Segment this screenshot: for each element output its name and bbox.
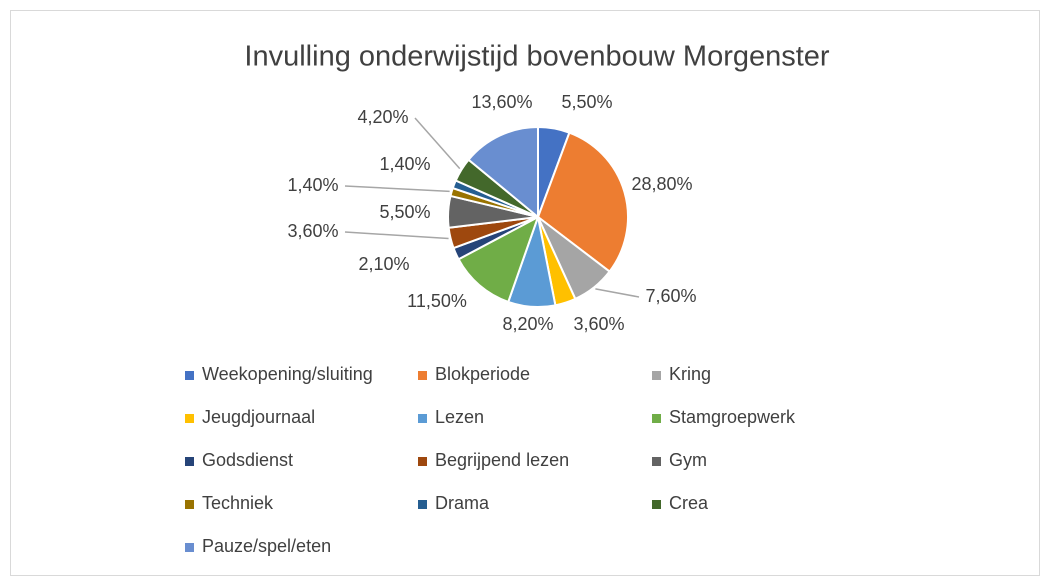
legend-swatch [185,457,194,466]
legend-label: Techniek [202,493,274,513]
legend-swatch [652,414,661,423]
legend-swatch [418,500,427,509]
data-label: 28,80% [631,174,692,194]
legend-swatch [418,371,427,380]
legend-swatch [185,500,194,509]
data-label: 13,60% [471,92,532,112]
data-label: 5,50% [561,92,612,112]
legend-swatch [185,371,194,380]
chart-title: Invulling onderwijstijd bovenbouw Morgen… [244,41,829,73]
leader-line [344,185,450,193]
legend-swatch [185,543,194,552]
data-label: 1,40% [287,175,338,195]
legend-label: Jeugdjournaal [202,407,315,427]
legend-label: Crea [669,493,709,513]
data-label: 7,60% [645,286,696,306]
legend-swatch [652,457,661,466]
legend-swatch [652,371,661,380]
legend-label: Blokperiode [435,364,530,384]
leader-line [595,288,640,298]
data-label: 5,50% [379,202,430,222]
legend-swatch [652,500,661,509]
legend-label: Drama [435,493,490,513]
data-label: 1,40% [379,154,430,174]
legend-swatch [185,414,194,423]
legend-label: Stamgroepwerk [669,407,796,427]
legend-label: Begrijpend lezen [435,450,569,470]
data-label: 3,60% [573,314,624,334]
data-label: 3,60% [287,221,338,241]
legend-label: Godsdienst [202,450,293,470]
legend-swatch [418,457,427,466]
data-label: 2,10% [358,254,409,274]
legend-swatch [418,414,427,423]
legend-label: Kring [669,364,711,384]
data-label: 11,50% [407,291,467,311]
pie-slice [457,214,540,304]
pie-slice [536,131,629,273]
pie-slice [467,125,539,220]
leader-line [344,231,449,240]
data-label: 4,20% [357,107,408,127]
legend-label: Gym [669,450,707,470]
data-label: 8,20% [502,314,553,334]
legend-label: Weekopening/sluiting [202,364,373,384]
leader-line [414,117,461,170]
legend-label: Pauze/spel/eten [202,536,331,556]
legend-label: Lezen [435,407,484,427]
